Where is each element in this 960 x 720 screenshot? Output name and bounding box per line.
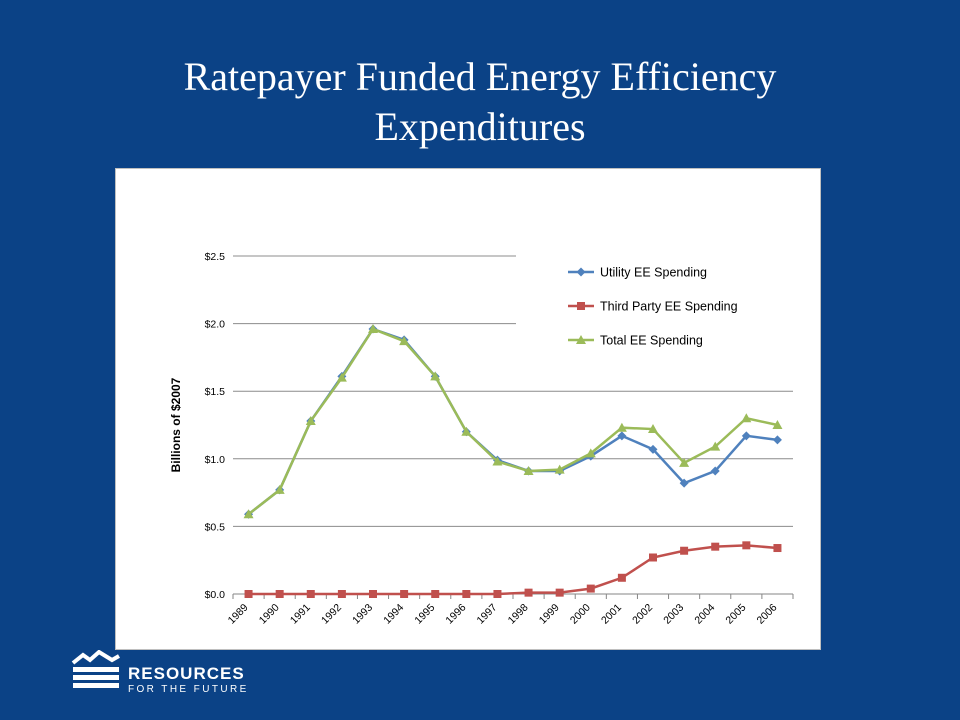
x-tick-label: 1999 bbox=[537, 602, 562, 627]
data-point-total bbox=[368, 324, 378, 334]
data-point-utility bbox=[648, 444, 658, 454]
x-tick-label: 2004 bbox=[692, 602, 717, 627]
data-point-third-party bbox=[462, 590, 471, 598]
data-point-third-party bbox=[369, 590, 377, 598]
line-chart: $0.0 $0.5 $1.0 $1.5 $2.0 $2.5 1989 1990 1991 1992… bbox=[169, 251, 794, 627]
data-point-third-party bbox=[306, 590, 315, 598]
mountain-waves-icon bbox=[71, 650, 120, 688]
x-tick-label: 1997 bbox=[475, 602, 500, 627]
x-tick-label: 1991 bbox=[288, 602, 313, 627]
series-line-utility bbox=[247, 327, 778, 516]
y-tick-label: $0.5 bbox=[205, 521, 226, 533]
y-axis-label: Billions of $2007 bbox=[169, 377, 183, 472]
x-tick-label: 2005 bbox=[723, 602, 748, 627]
legend-label: Third Party EE Spending bbox=[600, 300, 738, 314]
data-point-utility bbox=[772, 435, 782, 445]
data-point-third-party bbox=[649, 553, 657, 562]
data-point-third-party bbox=[431, 590, 440, 598]
x-tick-label: 2002 bbox=[630, 602, 655, 627]
data-point-third-party bbox=[337, 590, 346, 598]
data-point-total bbox=[679, 457, 690, 467]
x-tick-label: 1992 bbox=[319, 602, 344, 627]
x-tick-label: 2001 bbox=[599, 602, 624, 627]
data-point-total bbox=[492, 456, 503, 466]
data-point-third-party bbox=[773, 544, 782, 553]
series-line-third-party bbox=[248, 544, 778, 596]
data-point-total bbox=[616, 422, 627, 432]
x-tick-label: 1990 bbox=[257, 602, 282, 627]
legend-label: Total EE Spending bbox=[600, 334, 703, 348]
x-tick-label: 1996 bbox=[443, 602, 468, 627]
y-tick-label: $1.5 bbox=[205, 386, 226, 398]
x-tick-label: 1994 bbox=[381, 602, 406, 627]
data-point-utility bbox=[617, 431, 627, 441]
x-tick-label: 2000 bbox=[568, 602, 593, 627]
legend-label: Utility EE Spending bbox=[600, 266, 707, 280]
data-point-total bbox=[274, 484, 285, 494]
data-point-third-party bbox=[244, 590, 253, 598]
legend-marker bbox=[576, 335, 586, 344]
x-tick-label: 2003 bbox=[661, 602, 686, 627]
data-point-third-party bbox=[742, 541, 751, 550]
data-point-third-party bbox=[680, 546, 689, 555]
data-point-total bbox=[710, 441, 721, 451]
data-point-third-party bbox=[586, 584, 595, 593]
data-point-third-party bbox=[524, 588, 533, 597]
data-point-utility bbox=[679, 478, 689, 488]
x-tick-label: 1993 bbox=[350, 602, 375, 627]
data-point-total bbox=[430, 371, 441, 381]
x-tick-label: 2006 bbox=[755, 602, 780, 627]
data-point-third-party bbox=[555, 588, 564, 597]
chart-panel: $0.0 $0.5 $1.0 $1.5 $2.0 $2.5 1989 1990 1991 1992… bbox=[115, 168, 821, 650]
rff-logo: RESOURCES FOR THE FUTURE bbox=[70, 650, 270, 698]
y-tick-label: $0.0 bbox=[205, 589, 226, 601]
data-point-total bbox=[554, 464, 565, 474]
slide-title: Ratepayer Funded Energy Efficiency Expen… bbox=[0, 52, 960, 152]
data-point-utility bbox=[741, 431, 751, 441]
y-tick-label: $1.0 bbox=[205, 454, 226, 466]
data-point-third-party bbox=[275, 590, 284, 598]
data-point-third-party bbox=[493, 590, 502, 598]
y-tick-label: $2.0 bbox=[205, 319, 226, 331]
slide-title-line-1: Ratepayer Funded Energy Efficiency bbox=[183, 54, 777, 99]
slide-title-line-2: Expenditures bbox=[374, 104, 586, 149]
data-point-total bbox=[523, 465, 534, 475]
data-point-third-party bbox=[711, 542, 720, 551]
x-tick-label: 1998 bbox=[506, 602, 531, 627]
legend-marker bbox=[576, 267, 586, 277]
data-point-total bbox=[648, 424, 658, 434]
y-tick-label: $2.5 bbox=[205, 251, 226, 263]
data-point-total bbox=[399, 336, 410, 346]
data-point-total bbox=[772, 420, 783, 429]
series-line-total bbox=[247, 327, 778, 516]
data-point-third-party bbox=[617, 573, 626, 582]
legend-marker bbox=[577, 302, 585, 310]
data-point-third-party bbox=[400, 590, 409, 598]
x-tick-label: 1989 bbox=[226, 602, 251, 627]
data-point-total bbox=[305, 415, 316, 425]
logo-text-resources: RESOURCES bbox=[128, 664, 245, 683]
data-point-total bbox=[243, 509, 254, 519]
data-point-total bbox=[741, 413, 752, 423]
data-point-total bbox=[461, 426, 472, 436]
x-tick-label: 1995 bbox=[412, 602, 437, 627]
data-point-total bbox=[585, 448, 596, 458]
data-point-utility bbox=[710, 466, 720, 476]
logo-text-future: FOR THE FUTURE bbox=[128, 684, 249, 695]
data-point-total bbox=[336, 372, 347, 382]
